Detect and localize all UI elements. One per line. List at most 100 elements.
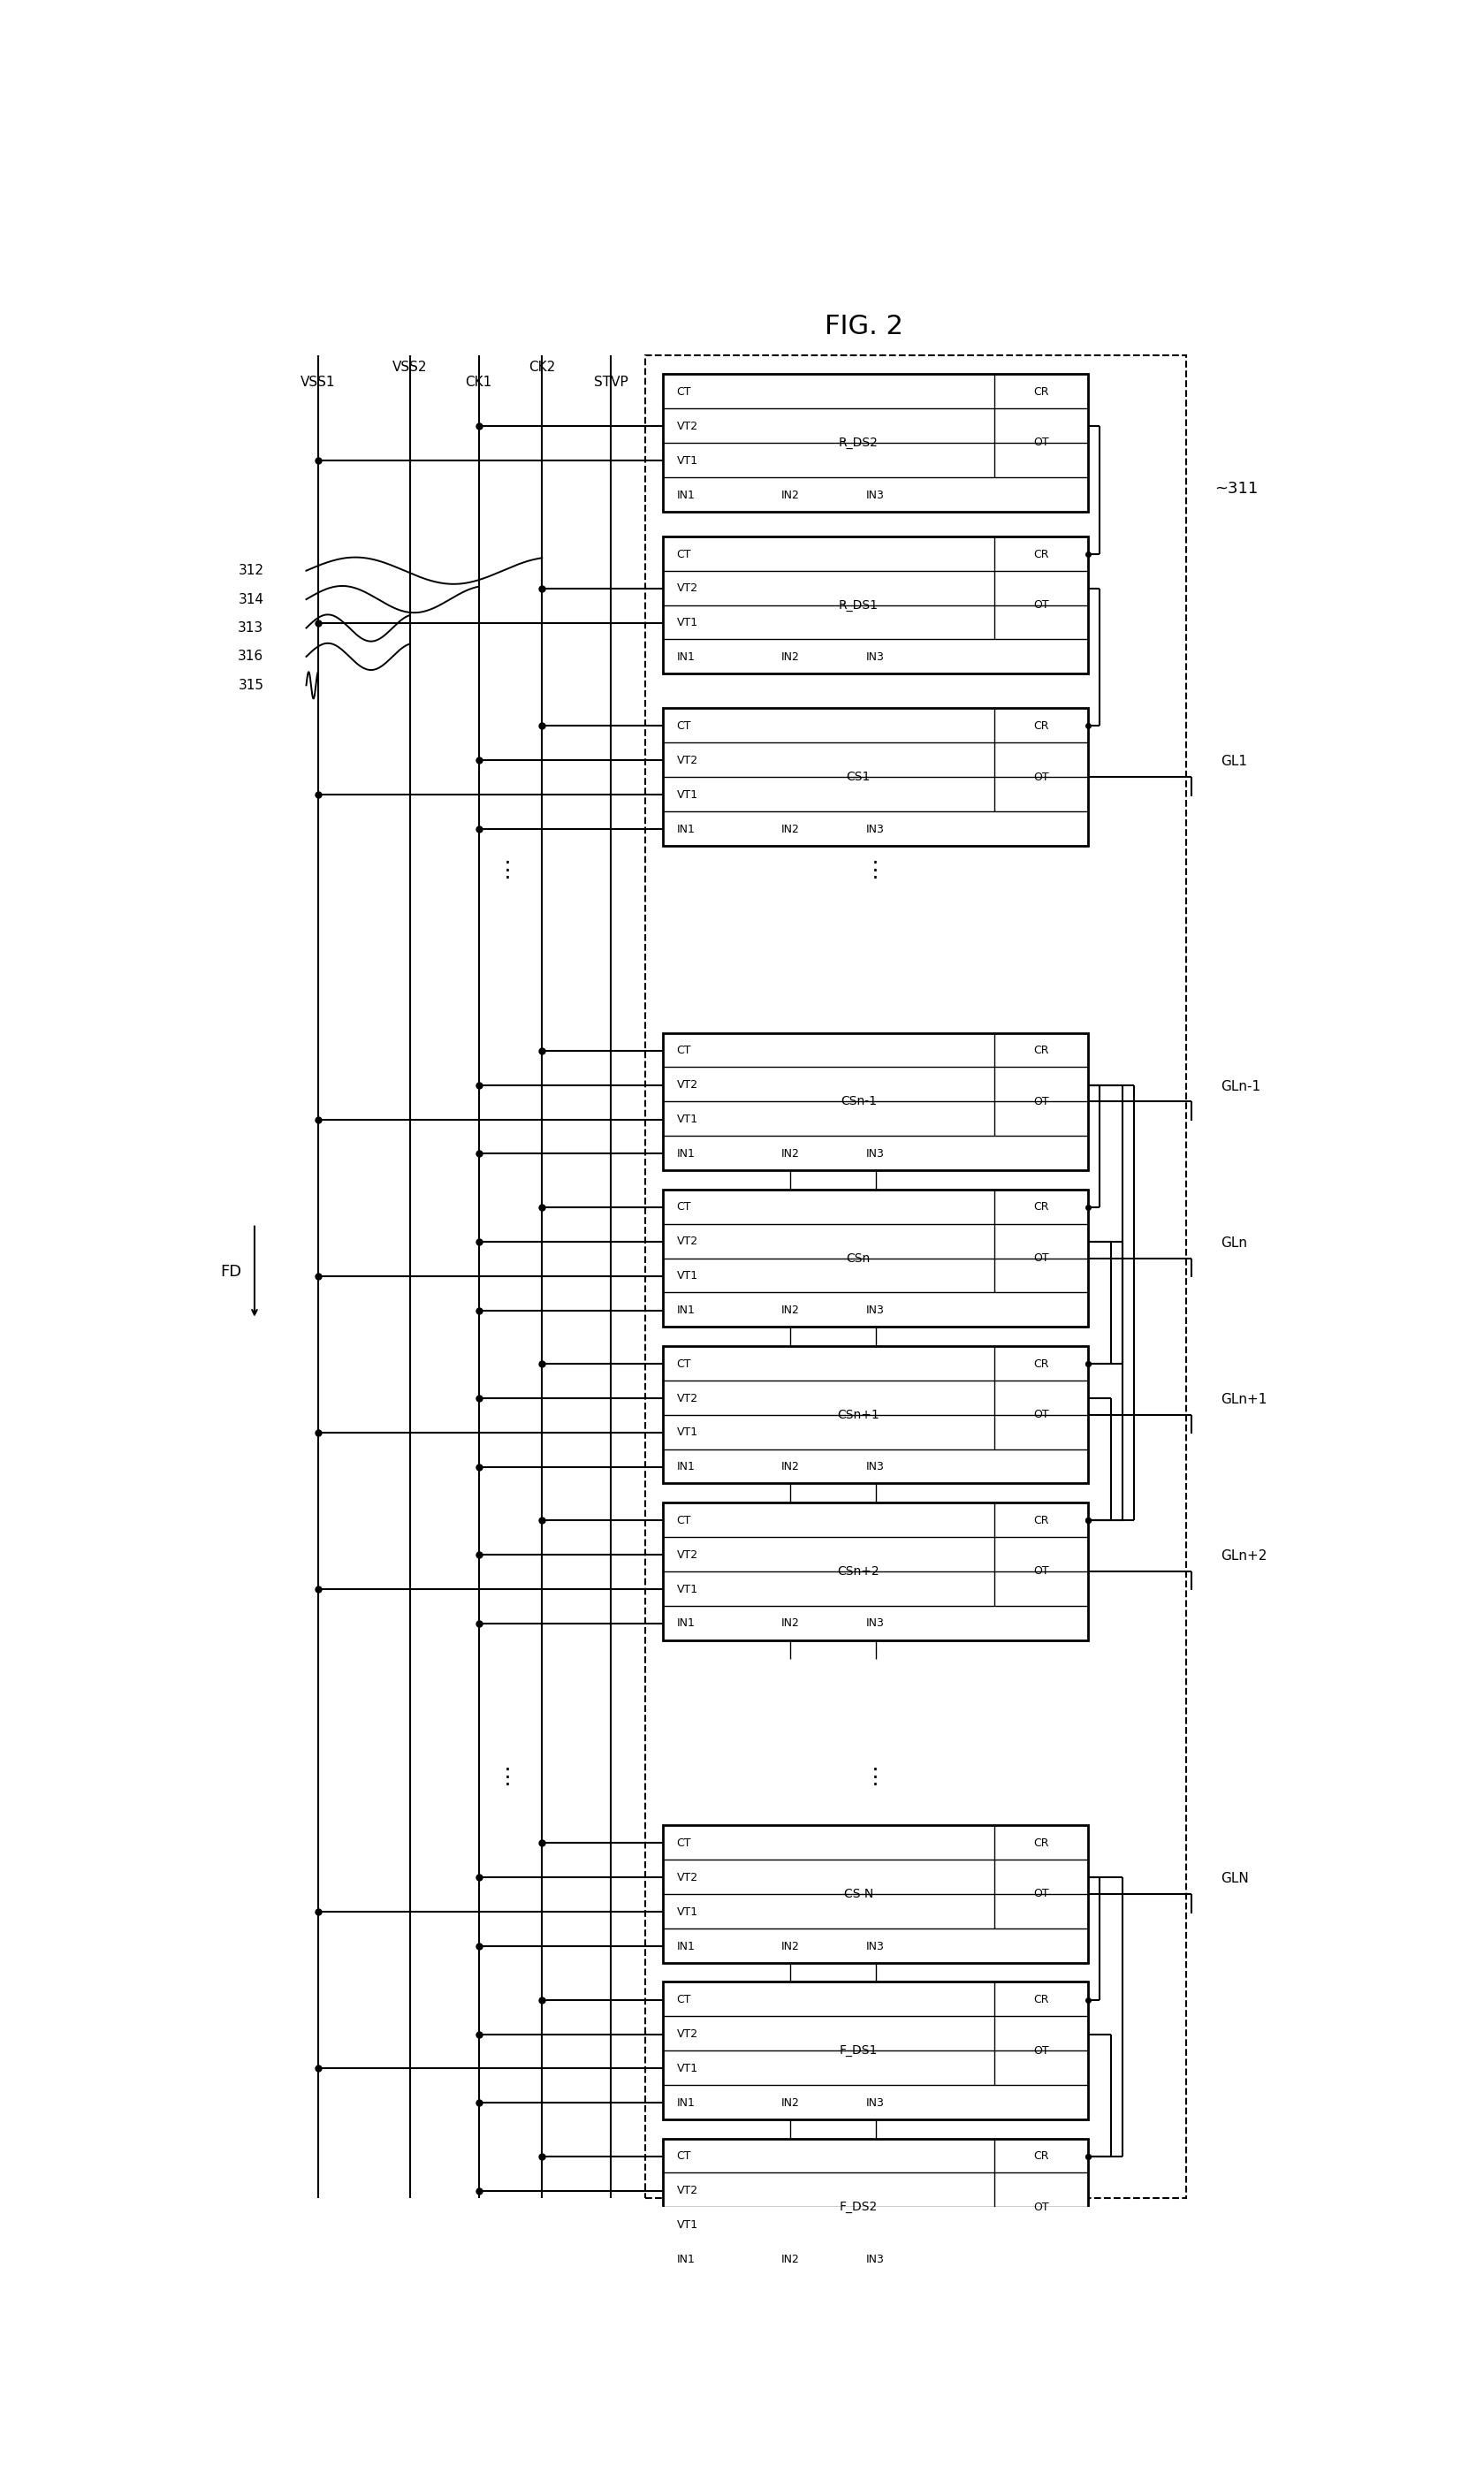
Text: 313: 313 xyxy=(237,622,264,635)
Text: VT2: VT2 xyxy=(677,1872,697,1882)
Text: IN2: IN2 xyxy=(781,1304,800,1317)
Text: IN2: IN2 xyxy=(781,823,800,836)
Text: CR: CR xyxy=(1034,548,1049,560)
Text: F_DS2: F_DS2 xyxy=(840,2202,877,2212)
Text: CT: CT xyxy=(677,548,692,560)
Text: VT1: VT1 xyxy=(677,1270,697,1282)
Text: IN2: IN2 xyxy=(781,1461,800,1473)
Text: CSn+2: CSn+2 xyxy=(837,1565,880,1577)
Text: IN2: IN2 xyxy=(781,1939,800,1952)
Text: VT2: VT2 xyxy=(677,2029,697,2041)
Text: IN2: IN2 xyxy=(781,652,800,662)
Text: 314: 314 xyxy=(237,593,264,605)
Text: VSS1: VSS1 xyxy=(300,377,335,389)
Text: GLn: GLn xyxy=(1221,1235,1247,1250)
Text: OT: OT xyxy=(1034,1409,1049,1421)
Bar xyxy=(663,1347,1088,1483)
Text: CR: CR xyxy=(1034,1044,1049,1056)
Text: IN3: IN3 xyxy=(867,652,884,662)
Bar xyxy=(663,2138,1088,2277)
Text: IN3: IN3 xyxy=(867,1304,884,1317)
Text: ⋮: ⋮ xyxy=(497,1766,518,1788)
Text: IN2: IN2 xyxy=(781,489,800,501)
Text: OT: OT xyxy=(1034,1096,1049,1106)
Text: CT: CT xyxy=(677,1994,692,2006)
Text: CK1: CK1 xyxy=(466,377,493,389)
Text: CT: CT xyxy=(677,1200,692,1213)
Text: IN3: IN3 xyxy=(867,823,884,836)
Text: R_DS2: R_DS2 xyxy=(838,436,879,449)
Text: IN1: IN1 xyxy=(677,1304,695,1317)
Text: CS1: CS1 xyxy=(846,771,871,784)
Text: CR: CR xyxy=(1034,1838,1049,1850)
Text: VT2: VT2 xyxy=(677,2185,697,2197)
Text: IN1: IN1 xyxy=(677,2098,695,2108)
Text: IN1: IN1 xyxy=(677,1461,695,1473)
Text: VT1: VT1 xyxy=(677,2220,697,2232)
Text: CR: CR xyxy=(1034,719,1049,732)
Text: CT: CT xyxy=(677,2150,692,2163)
Text: IN1: IN1 xyxy=(677,1617,695,1629)
Text: CS N: CS N xyxy=(844,1887,873,1900)
Text: OT: OT xyxy=(1034,436,1049,449)
Text: OT: OT xyxy=(1034,771,1049,784)
Text: IN3: IN3 xyxy=(867,1148,884,1161)
Text: VT2: VT2 xyxy=(677,1550,697,1560)
Text: OT: OT xyxy=(1034,1565,1049,1577)
Text: GLn+2: GLn+2 xyxy=(1221,1550,1267,1562)
Text: VT2: VT2 xyxy=(677,583,697,595)
Text: OT: OT xyxy=(1034,2202,1049,2212)
Text: OT: OT xyxy=(1034,600,1049,610)
Text: IN2: IN2 xyxy=(781,2254,800,2264)
Text: IN1: IN1 xyxy=(677,2254,695,2264)
Text: CR: CR xyxy=(1034,1994,1049,2006)
Text: 312: 312 xyxy=(237,563,264,578)
Text: FD: FD xyxy=(220,1262,242,1280)
Text: ⋮: ⋮ xyxy=(497,861,518,880)
Text: CR: CR xyxy=(1034,387,1049,397)
Text: IN3: IN3 xyxy=(867,489,884,501)
Bar xyxy=(646,355,1186,2197)
Text: CSn-1: CSn-1 xyxy=(840,1096,877,1109)
Text: VSS2: VSS2 xyxy=(392,360,427,374)
Text: IN1: IN1 xyxy=(677,489,695,501)
Text: 316: 316 xyxy=(237,650,264,662)
Text: CT: CT xyxy=(677,1515,692,1525)
Text: VT1: VT1 xyxy=(677,454,697,466)
Text: CT: CT xyxy=(677,1838,692,1850)
Bar xyxy=(663,709,1088,846)
Text: VT2: VT2 xyxy=(677,1391,697,1404)
Text: IN1: IN1 xyxy=(677,652,695,662)
Text: VT1: VT1 xyxy=(677,1582,697,1595)
Text: VT1: VT1 xyxy=(677,2063,697,2073)
Text: IN1: IN1 xyxy=(677,1148,695,1161)
Text: CR: CR xyxy=(1034,1200,1049,1213)
Text: CR: CR xyxy=(1034,1359,1049,1369)
Text: STVP: STVP xyxy=(594,377,628,389)
Text: VT2: VT2 xyxy=(677,422,697,432)
Text: IN3: IN3 xyxy=(867,2254,884,2264)
Text: IN3: IN3 xyxy=(867,1461,884,1473)
Text: CT: CT xyxy=(677,387,692,397)
Text: GLn-1: GLn-1 xyxy=(1221,1079,1260,1094)
Bar xyxy=(663,374,1088,511)
Text: FIG. 2: FIG. 2 xyxy=(825,312,904,340)
Text: CT: CT xyxy=(677,1044,692,1056)
Bar xyxy=(663,1982,1088,2120)
Text: IN1: IN1 xyxy=(677,823,695,836)
Text: IN3: IN3 xyxy=(867,2098,884,2108)
Text: VT1: VT1 xyxy=(677,789,697,801)
Text: OT: OT xyxy=(1034,2046,1049,2056)
Text: VT1: VT1 xyxy=(677,1426,697,1438)
Text: CT: CT xyxy=(677,1359,692,1369)
Bar xyxy=(663,1825,1088,1962)
Text: R_DS1: R_DS1 xyxy=(838,598,879,610)
Text: GL1: GL1 xyxy=(1221,754,1247,769)
Text: IN2: IN2 xyxy=(781,2098,800,2108)
Text: CSn+1: CSn+1 xyxy=(837,1409,880,1421)
Text: ~311: ~311 xyxy=(1215,481,1258,496)
Text: 315: 315 xyxy=(237,680,264,692)
Text: ⋮: ⋮ xyxy=(865,1766,886,1788)
Text: VT1: VT1 xyxy=(677,1907,697,1917)
Text: GLN: GLN xyxy=(1221,1872,1248,1885)
